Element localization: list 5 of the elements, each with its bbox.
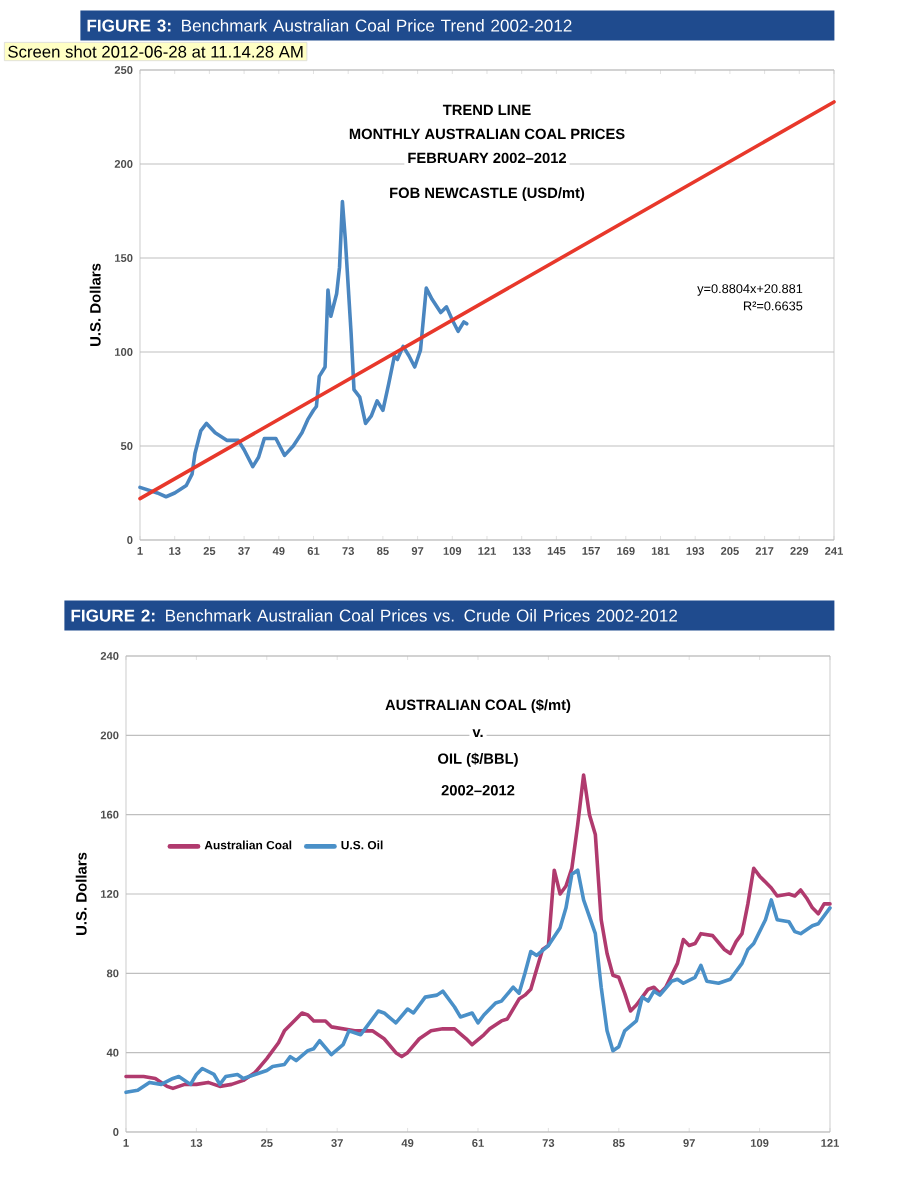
chart-title: FIGURE 2: Benchmark Australian Coal Prices vs. Crude Oil Prices 2002-2012	[71, 609, 678, 622]
line-series	[138, 199, 469, 499]
chart-title: FIGURE 3: Benchmark Australian Coal Price Trend 2002-2012	[87, 19, 572, 32]
text: Screen shot 2012-06-28 at 11.14.28 AM	[8, 45, 303, 58]
line-series	[124, 868, 832, 1095]
